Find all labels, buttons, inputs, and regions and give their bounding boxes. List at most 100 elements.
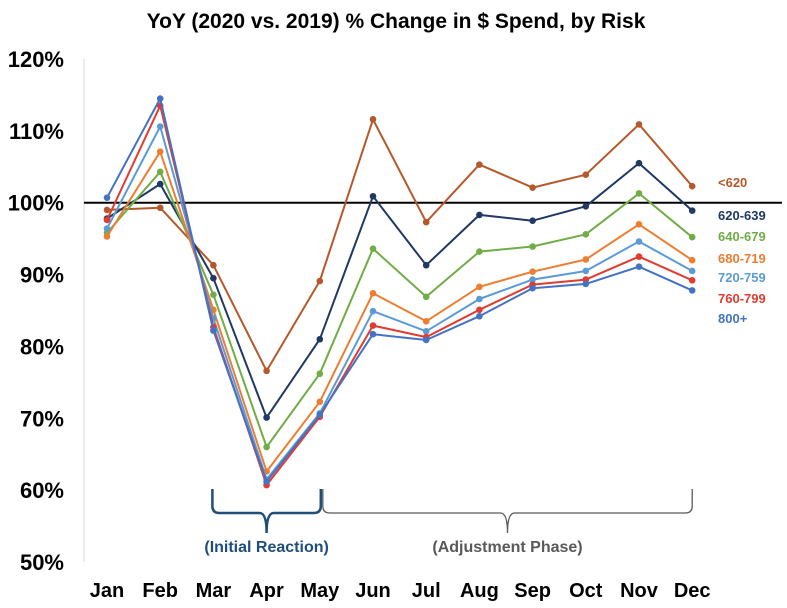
data-point — [156, 180, 164, 188]
data-point — [688, 182, 696, 190]
data-point — [369, 245, 377, 253]
series-line — [106, 162, 693, 419]
data-point — [476, 306, 483, 314]
y-tick-label: 100% — [8, 191, 64, 216]
data-point — [476, 161, 483, 168]
x-tick-label: Jul — [412, 580, 441, 602]
data-point — [635, 253, 643, 260]
legend-label: 680-719 — [718, 251, 766, 266]
data-point — [635, 220, 643, 228]
y-tick-label: 120% — [8, 47, 64, 72]
y-axis-ticks: 50% 60% 70% 80% 90% 100% 110% 120% — [8, 47, 64, 575]
data-point — [422, 317, 430, 325]
legend-label: 620-639 — [718, 208, 766, 223]
data-point — [210, 327, 217, 334]
data-point — [369, 307, 377, 315]
y-tick-label: 110% — [9, 119, 64, 144]
data-point — [422, 336, 430, 344]
data-point — [688, 233, 696, 241]
x-tick-label: Apr — [249, 580, 284, 602]
data-point — [369, 330, 377, 338]
data-point — [156, 123, 164, 130]
data-point — [263, 478, 270, 485]
data-point — [316, 277, 324, 285]
series-line — [106, 170, 693, 448]
data-point — [688, 207, 696, 214]
data-point — [369, 116, 377, 123]
x-tick-label: May — [300, 580, 340, 602]
x-tick-label: Dec — [674, 580, 711, 602]
data-point — [369, 289, 377, 297]
y-tick-label: 60% — [20, 478, 64, 503]
data-point — [103, 206, 111, 214]
legend-label: 720-759 — [718, 270, 766, 285]
data-point — [263, 367, 270, 375]
data-point — [369, 192, 377, 200]
x-tick-label: Aug — [460, 580, 499, 602]
data-point — [156, 168, 164, 176]
data-point — [156, 204, 164, 212]
x-tick-label: Sep — [514, 580, 551, 602]
annotation-label: (Initial Reaction) — [204, 539, 328, 556]
data-point — [582, 203, 590, 210]
data-point — [529, 243, 536, 250]
series-3 — [103, 168, 696, 451]
data-point — [422, 218, 430, 226]
series-2 — [103, 159, 696, 421]
data-point — [263, 414, 270, 421]
data-point — [422, 261, 430, 269]
data-point — [635, 190, 643, 197]
legend-label: 640-679 — [718, 229, 766, 244]
data-point — [529, 268, 536, 275]
x-tick-label: Nov — [620, 580, 659, 602]
data-point — [156, 95, 164, 102]
series-line — [106, 118, 693, 372]
series-line — [106, 104, 693, 487]
data-point — [635, 159, 643, 167]
data-point — [529, 184, 536, 191]
data-point — [316, 335, 324, 343]
data-point — [476, 283, 483, 291]
legend-label: 760-799 — [718, 291, 766, 306]
series-4 — [103, 148, 696, 475]
data-point — [369, 322, 377, 329]
data-point — [476, 211, 483, 219]
series-7 — [103, 95, 696, 485]
data-point — [582, 267, 590, 275]
data-point — [422, 328, 430, 335]
series-line — [106, 150, 693, 473]
series-1 — [103, 116, 696, 375]
x-axis-ticks: Jan Feb Mar Apr May Jun Jul Aug Sep Oct Nov Dec — [90, 580, 711, 602]
data-point — [103, 194, 111, 201]
data-point — [263, 443, 270, 451]
data-point — [582, 171, 590, 178]
annotations: (Initial Reaction) (Adjustment Phase) — [204, 489, 693, 556]
y-tick-label: 50% — [20, 550, 64, 575]
legend: <620 620-639 640-679 680-719 720-759 760-799 8… — [718, 175, 766, 326]
legend-label: 800+ — [718, 311, 748, 326]
data-point — [103, 233, 111, 240]
data-point — [529, 217, 536, 224]
x-tick-label: Jun — [355, 580, 391, 602]
series-line — [106, 97, 693, 483]
annotation-brace — [322, 489, 693, 534]
x-tick-label: Mar — [196, 580, 232, 602]
series-5 — [103, 123, 696, 483]
data-point — [688, 267, 696, 275]
data-point — [210, 291, 217, 298]
x-tick-label: Oct — [569, 580, 603, 602]
annotation-label: (Adjustment Phase) — [432, 539, 582, 556]
data-point — [103, 216, 111, 224]
data-point — [210, 261, 217, 269]
y-tick-label: 80% — [20, 334, 64, 359]
annotation-brace — [211, 489, 323, 534]
y-tick-label: 90% — [20, 263, 64, 288]
data-point — [476, 248, 483, 255]
chart-title: YoY (2020 vs. 2019) % Change in $ Spend,… — [147, 10, 646, 33]
y-tick-label: 70% — [20, 406, 64, 431]
data-point — [529, 276, 536, 283]
data-point — [635, 238, 643, 245]
series-line — [106, 125, 693, 481]
x-tick-label: Jan — [90, 580, 124, 602]
